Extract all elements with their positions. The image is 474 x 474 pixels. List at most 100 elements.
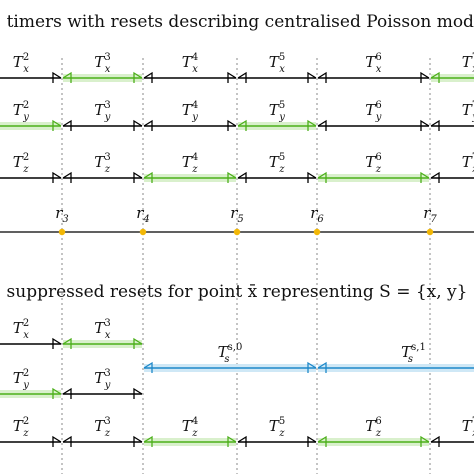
timer-T2-x-right-arrow	[52, 71, 62, 83]
timer-T2-z-right-arrow	[52, 435, 62, 447]
timer-T7-x-label: T7x	[462, 52, 474, 75]
reset-point-r3: r3	[55, 204, 69, 236]
timer-T5-z: T5 z	[237, 152, 317, 183]
timer-T6-x-left-arrow	[317, 71, 327, 83]
timer-T5-y-left-arrow	[237, 119, 247, 131]
timer-T5-y-right-arrow	[307, 119, 317, 131]
timer-T6-z: T6 z	[317, 416, 430, 447]
timer-T2-y: T2 y	[0, 368, 62, 399]
timer-T3-z-label: T3 z	[94, 152, 110, 175]
timer-T3-x-label: T3 x	[94, 52, 110, 75]
timer-T5-z-right-arrow	[307, 171, 317, 183]
timer-T7-z: T7z	[430, 152, 474, 183]
timer-T3-z-right-arrow	[133, 435, 143, 447]
timer-T7-z-label: T7z	[462, 152, 474, 175]
timer-T6-x-label: T6 x	[365, 52, 381, 75]
timer-Ts-s-0: Ts,0 s	[143, 342, 317, 373]
timer-T6-x: T6 x	[317, 52, 430, 83]
reset-label: r5	[230, 204, 244, 225]
timer-T6-z: T6 z	[317, 152, 430, 183]
timer-T5-z-label: T5 z	[269, 416, 285, 439]
timer-T3-x-right-arrow	[133, 71, 143, 83]
timer-T3-z-right-arrow	[133, 171, 143, 183]
timer-T2-z: T2 z	[0, 152, 62, 183]
timer-T4-z-label: T4 z	[182, 416, 198, 439]
timer-T3-y: T3 y	[62, 368, 143, 399]
timer-T3-x-right-arrow	[133, 337, 143, 349]
timer-T2-y-right-arrow	[52, 119, 62, 131]
top-timer-rows: T2x T3x T4x T5x T6x T7x T2y T3y T4y T5yT6yT7y T2z T…	[0, 52, 474, 183]
bottom-row-z: T2z T3z T4z T5z T6z T7z	[0, 416, 474, 447]
reset-timeline: r3 r4 r5 r6 r7	[0, 204, 474, 236]
timer-T4-z-left-arrow	[143, 171, 153, 183]
timer-T3-z-left-arrow	[62, 435, 72, 447]
timer-T4-y-right-arrow	[227, 119, 237, 131]
timer-T2-y-label: T2 y	[13, 368, 29, 391]
timer-T6-z-label: T6 z	[365, 416, 381, 439]
reset-gridlines	[61, 58, 431, 474]
timer-T4-y-left-arrow	[143, 119, 153, 131]
timer-T2-x-right-arrow	[52, 337, 62, 349]
timer-T4-z-left-arrow	[143, 435, 153, 447]
timer-T2-z-label: T2 z	[13, 416, 29, 439]
timer-T3-x: T3 x	[62, 52, 143, 83]
timer-T2-y: T2 y	[0, 100, 62, 131]
reset-dot	[233, 228, 241, 236]
timer-T7-z-left-arrow	[430, 435, 440, 447]
timer-T7-z-left-arrow	[430, 171, 440, 183]
bottom-row-y: T2 y T3 y	[0, 368, 143, 399]
timer-T6-y: T6 y	[317, 100, 430, 131]
timer-Ts-s-1-left-arrow	[317, 361, 327, 373]
timer-Ts-s-0-left-arrow	[143, 361, 153, 373]
timer-T5-x: T5 x	[237, 52, 317, 83]
timer-T7-x-left-arrow	[430, 71, 440, 83]
timer-T3-y-left-arrow	[62, 387, 72, 399]
timer-T4-z: T4 z	[143, 416, 237, 447]
timer-T2-x: T2 x	[0, 52, 62, 83]
timer-T7-z: T7z	[430, 416, 474, 447]
timer-T6-z-right-arrow	[420, 171, 430, 183]
timer-T2-x-label: T2 x	[13, 318, 29, 341]
timer-T4-z-right-arrow	[227, 435, 237, 447]
timer-T3-y-left-arrow	[62, 119, 72, 131]
reset-label: r7	[423, 204, 437, 225]
reset-label: r3	[55, 204, 69, 225]
timer-T2-z-right-arrow	[52, 171, 62, 183]
timer-T2-x: T2 x	[0, 318, 62, 349]
reset-dot	[58, 228, 66, 236]
timer-T4-y-label: T4 y	[182, 100, 198, 123]
timer-T4-z-right-arrow	[227, 171, 237, 183]
timer-T4-x-label: T4 x	[182, 52, 198, 75]
reset-point-r6: r6	[310, 204, 324, 236]
timer-Ts-s-1: Ts,1 s	[317, 342, 474, 373]
timer-T3-y-right-arrow	[133, 119, 143, 131]
timer-T3-y: T3 y	[62, 100, 143, 131]
timer-T3-y-right-arrow	[133, 387, 143, 399]
timer-Ts-s-0-label: Ts,0 s	[218, 342, 243, 365]
timer-T5-x-label: T5 x	[269, 52, 285, 75]
timer-T6-y-left-arrow	[317, 119, 327, 131]
timer-T7-x: T7x	[430, 52, 474, 83]
timer-T3-x-label: T3 x	[94, 318, 110, 341]
timer-Ts-s-1-label: Ts,1 s	[401, 342, 426, 365]
timer-T7-y: T7y	[430, 100, 474, 131]
timer-T2-z: T2 z	[0, 416, 62, 447]
timer-T5-z-left-arrow	[237, 435, 247, 447]
timer-Ts-s-0-right-arrow	[307, 361, 317, 373]
reset-dot	[313, 228, 321, 236]
timer-T5-z-label: T5 z	[269, 152, 285, 175]
timer-T2-y-label: T2 y	[13, 100, 29, 123]
timer-T2-y-right-arrow	[52, 387, 62, 399]
timer-T5-y: T5 y	[237, 100, 317, 131]
reset-label: r6	[310, 204, 324, 225]
timer-T4-z: T4 z	[143, 152, 237, 183]
timer-T5-z-right-arrow	[307, 435, 317, 447]
timer-T3-y-label: T3 y	[94, 100, 110, 123]
timer-T6-y-right-arrow	[420, 119, 430, 131]
timer-T3-z-left-arrow	[62, 171, 72, 183]
timer-T7-y-left-arrow	[430, 119, 440, 131]
timer-T3-y-label: T3 y	[94, 368, 110, 391]
timer-T4-x-right-arrow	[227, 71, 237, 83]
reset-point-r5: r5	[230, 204, 244, 236]
